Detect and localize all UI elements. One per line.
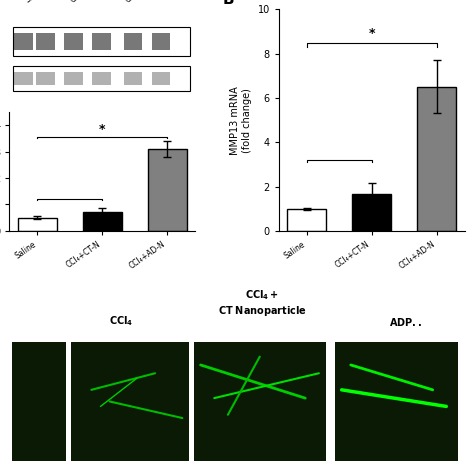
FancyBboxPatch shape xyxy=(71,342,189,461)
FancyBboxPatch shape xyxy=(92,72,111,85)
Bar xyxy=(83,212,122,231)
FancyBboxPatch shape xyxy=(14,72,33,85)
FancyBboxPatch shape xyxy=(194,342,326,461)
Y-axis label: MMP13 mRNA
(fold change): MMP13 mRNA (fold change) xyxy=(230,86,252,155)
Text: $\mathbf{ADP..}$: $\mathbf{ADP..}$ xyxy=(389,317,422,328)
FancyBboxPatch shape xyxy=(152,33,170,50)
Bar xyxy=(417,87,456,231)
Bar xyxy=(287,209,326,231)
FancyBboxPatch shape xyxy=(92,33,111,50)
FancyBboxPatch shape xyxy=(14,33,33,50)
Text: B: B xyxy=(223,0,235,7)
Bar xyxy=(352,194,391,231)
FancyBboxPatch shape xyxy=(124,72,142,85)
Text: $\mathbf{CCl_4}$: $\mathbf{CCl_4}$ xyxy=(109,315,133,328)
FancyBboxPatch shape xyxy=(64,72,83,85)
FancyBboxPatch shape xyxy=(152,72,170,85)
Text: $\mathbf{CCl_4 +}$
$\mathbf{CT\ Nanoparticle}$: $\mathbf{CCl_4 +}$ $\mathbf{CT\ Nanopart… xyxy=(218,289,307,319)
FancyBboxPatch shape xyxy=(36,72,55,85)
Bar xyxy=(18,218,57,231)
Text: CCl₄+AD-N: CCl₄+AD-N xyxy=(124,0,163,5)
Text: CCl₄+CT-N: CCl₄+CT-N xyxy=(69,0,106,5)
Text: *: * xyxy=(99,123,106,136)
FancyBboxPatch shape xyxy=(335,342,458,461)
FancyBboxPatch shape xyxy=(124,33,142,50)
FancyBboxPatch shape xyxy=(36,33,55,50)
Text: *: * xyxy=(368,27,375,40)
Bar xyxy=(148,149,187,231)
FancyBboxPatch shape xyxy=(64,33,83,50)
FancyBboxPatch shape xyxy=(12,342,66,461)
Text: Saline: Saline xyxy=(23,0,48,5)
